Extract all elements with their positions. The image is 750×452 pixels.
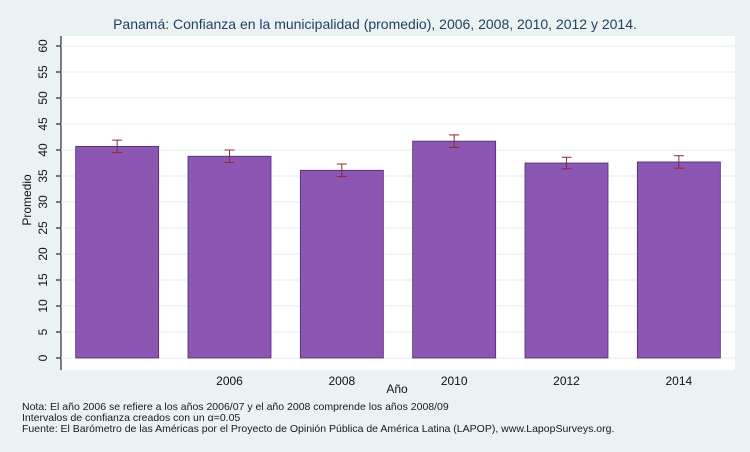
y-axis-label: Promedio bbox=[20, 174, 34, 226]
note-line-3: Fuente: El Barómetro de las Américas por… bbox=[22, 423, 615, 435]
x-axis-label: Año bbox=[386, 382, 408, 396]
note-line-2: Intervalos de confianza creados con un α… bbox=[22, 412, 241, 424]
y-tick-label: 25 bbox=[36, 221, 50, 235]
y-tick-label: 20 bbox=[36, 247, 50, 261]
bar bbox=[299, 169, 384, 359]
x-ticks: 2006 2008 2010 2012 2014 bbox=[216, 374, 692, 388]
bar-chart: Panamá: Confianza en la municipalidad (p… bbox=[20, 16, 735, 396]
y-ticks: 0 5 10 15 20 25 30 35 40 45 50 55 60 bbox=[36, 39, 61, 361]
bar bbox=[75, 145, 160, 359]
note-line-1: Nota: El año 2006 se refiere a los años … bbox=[22, 401, 449, 413]
y-tick-label: 10 bbox=[36, 299, 50, 313]
y-tick-label: 60 bbox=[36, 39, 50, 53]
x-tick-label: 2010 bbox=[441, 374, 468, 388]
y-tick-label: 35 bbox=[36, 169, 50, 183]
bar bbox=[524, 162, 609, 359]
x-tick-label: 2012 bbox=[553, 374, 580, 388]
chart-title: Panamá: Confianza en la municipalidad (p… bbox=[113, 16, 637, 32]
x-tick-label: 2014 bbox=[665, 374, 692, 388]
x-tick-label: 2008 bbox=[328, 374, 355, 388]
y-tick-label: 45 bbox=[36, 117, 50, 131]
y-tick-label: 0 bbox=[36, 354, 50, 361]
y-tick-label: 15 bbox=[36, 273, 50, 287]
plot-area bbox=[61, 36, 735, 370]
bars bbox=[75, 140, 721, 359]
y-tick-label: 50 bbox=[36, 91, 50, 105]
y-tick-label: 30 bbox=[36, 195, 50, 209]
bar bbox=[187, 155, 272, 359]
y-tick-label: 5 bbox=[36, 328, 50, 335]
gridlines bbox=[61, 45, 735, 359]
bar bbox=[636, 161, 721, 359]
bar bbox=[412, 140, 497, 359]
y-tick-label: 40 bbox=[36, 143, 50, 157]
x-tick-label: 2006 bbox=[216, 374, 243, 388]
error-bars bbox=[112, 134, 684, 178]
y-tick-label: 55 bbox=[36, 65, 50, 79]
